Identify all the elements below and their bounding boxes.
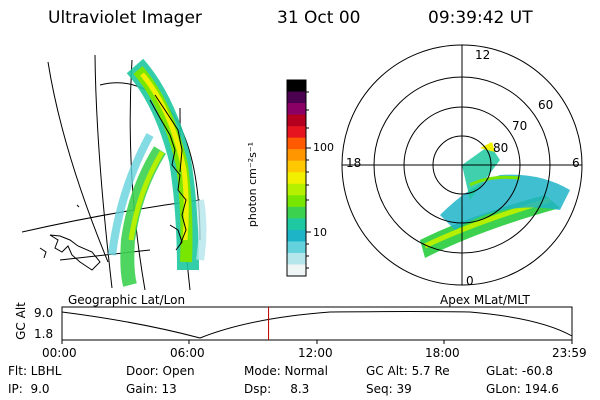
colorbar-band [287,195,306,208]
mlt-label-12: 12 [475,48,491,62]
status-seq: Seq: 39 [366,382,412,396]
coastlines [39,94,187,271]
status-glon: GLon: 194.6 [486,382,559,396]
xtick-1200: 12:00 [298,346,333,360]
colorbar-band [287,149,306,162]
colorbar-band [287,137,306,150]
colorbar-band [287,160,306,173]
lat-label-70: 70 [512,119,528,133]
colorbar-band [287,114,306,127]
colorbar-band [287,218,306,231]
colorbar-tick-10: 10 [313,226,327,239]
status-dsp: Dsp: 8.3 [244,382,310,396]
colorbar-band [287,206,306,219]
colorbar-band [287,229,306,242]
xtick-2359: 23:59 [552,346,587,360]
status-flt: Flt: LBHL [8,364,62,378]
geographic-caption: Geographic Lat/Lon [68,293,186,307]
xtick-0600: 06:00 [170,346,205,360]
status-mode: Mode: Normal [244,364,328,378]
colorbar-band [287,241,306,254]
ytick-9: 9.0 [34,306,54,320]
mlt-label-0: 0 [466,274,474,288]
colorbar-band [287,172,306,185]
apex-caption: Apex MLat/MLT [440,293,530,307]
colorbar-band [287,126,306,139]
colorbar-band [287,252,306,265]
colorbar-band [287,183,306,196]
gc-alt-axis-label: GC Alt [13,302,28,340]
status-gc-alt: GC Alt: 5.7 Re [366,364,450,378]
status-ip: IP: 9.0 [8,382,50,396]
mlt-label-6: 6 [572,156,580,170]
instrument-title: Ultraviolet Imager [48,8,202,28]
status-glat: GLat: -60.8 [486,364,553,378]
ytick-1-8: 1.8 [34,327,54,341]
date-label: 31 Oct 00 [277,8,361,28]
colorbar-band [287,103,306,116]
status-door: Door: Open [126,364,195,378]
mlt-label-18: 18 [346,156,362,170]
colorbar-band [287,80,306,93]
colorbar-band [287,91,306,104]
status-gain: Gain: 13 [126,382,177,396]
colorbar-band [287,264,306,277]
polar-grid [341,44,583,286]
time-label: 09:39:42 UT [428,8,533,28]
polar-aurora [420,142,570,258]
xtick-0000: 00:00 [42,346,77,360]
colorbar-tick-100: 100 [313,141,334,154]
lat-label-60: 60 [538,98,554,112]
xtick-1800: 18:00 [425,346,460,360]
lat-label-80: 80 [493,141,509,155]
